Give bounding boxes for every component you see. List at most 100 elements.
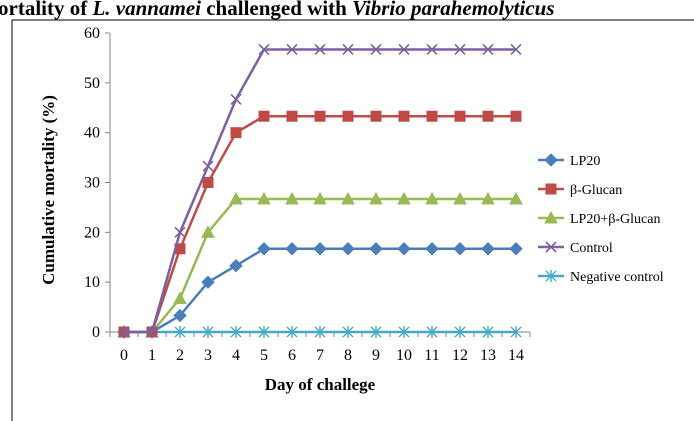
data-point — [258, 110, 270, 122]
data-point — [454, 43, 466, 56]
y-axis-title: Cumulative mortality (%) — [39, 95, 58, 285]
data-point — [201, 225, 215, 238]
data-point — [481, 191, 495, 205]
y-tick-label: 50 — [84, 75, 100, 92]
legend-label: LP20 — [570, 154, 600, 169]
x-tick-label: 10 — [396, 347, 412, 364]
x-tick-label: 14 — [508, 347, 524, 364]
chart-title: ortality of L. vannamei challenged with … — [0, 0, 555, 20]
data-point — [314, 43, 326, 56]
data-point — [229, 259, 243, 273]
legend-swatch-marker — [544, 210, 558, 224]
data-point — [174, 226, 186, 238]
data-point — [341, 191, 355, 205]
data-point — [230, 93, 242, 105]
legend-item-3: LP20+β-Glucan — [538, 210, 660, 227]
x-tick-label: 4 — [232, 347, 240, 364]
y-tick-label: 30 — [84, 175, 100, 192]
data-point — [510, 326, 522, 338]
data-point — [454, 326, 466, 338]
data-point — [426, 110, 438, 122]
data-point — [285, 242, 299, 256]
legend-label: LP20+β-Glucan — [570, 212, 660, 227]
data-point — [510, 110, 522, 122]
data-point — [342, 326, 354, 338]
data-point — [313, 242, 327, 256]
y-tick-label: 20 — [84, 224, 100, 241]
data-point — [482, 110, 494, 122]
x-tick-label: 8 — [344, 347, 352, 364]
data-point — [230, 326, 242, 338]
data-point — [173, 308, 187, 323]
data-point — [286, 43, 298, 56]
legend-label: Control — [570, 241, 613, 256]
x-tick-label: 9 — [372, 347, 380, 364]
legend-item-4: Control — [538, 241, 613, 256]
legend: LP20 β-Glucan LP20+β-Glucan Control Negative… — [538, 153, 664, 285]
legend-item-2: β-Glucan — [538, 183, 622, 198]
data-point — [397, 242, 411, 256]
y-tick-label: 0 — [92, 324, 100, 341]
x-tick-label: 11 — [424, 347, 439, 364]
x-tick-label: 1 — [148, 347, 156, 364]
data-point — [229, 191, 243, 205]
x-tick-label: 12 — [452, 347, 468, 364]
data-point — [286, 110, 298, 122]
series-1 — [117, 242, 523, 339]
data-point — [482, 43, 494, 56]
x-tick-label: 7 — [316, 347, 324, 364]
series-2 — [118, 110, 522, 338]
title-part-1: ortality of — [0, 0, 92, 20]
data-point — [370, 110, 382, 122]
data-point — [398, 326, 410, 338]
data-point — [257, 242, 271, 256]
series-3 — [117, 191, 523, 338]
data-point — [370, 43, 382, 56]
title-part-3: challenged with — [201, 0, 352, 20]
data-point — [370, 326, 382, 338]
data-point — [202, 326, 214, 338]
data-point — [286, 326, 298, 338]
x-tick-label: 2 — [176, 347, 184, 364]
data-point — [369, 191, 383, 205]
x-axis-title: Day of challege — [265, 375, 376, 394]
data-point — [202, 177, 214, 188]
data-point — [201, 275, 215, 289]
series-layer — [117, 43, 523, 339]
legend-item-5: Negative control — [538, 270, 664, 285]
legend-swatch-marker — [545, 270, 557, 282]
title-part-2: L. vannamei — [91, 0, 201, 20]
data-point — [481, 242, 495, 256]
x-tick-label: 5 — [260, 347, 268, 364]
x-tick-label: 13 — [480, 347, 496, 364]
legend-label: Negative control — [570, 270, 664, 285]
data-point — [454, 110, 466, 122]
data-point — [397, 191, 411, 205]
data-point — [425, 191, 439, 205]
data-point — [258, 326, 270, 338]
data-point — [173, 291, 187, 305]
data-point — [425, 242, 439, 256]
data-point — [146, 326, 158, 338]
data-point — [258, 43, 270, 56]
data-point — [426, 326, 438, 338]
data-point — [174, 326, 186, 338]
data-point — [398, 43, 410, 56]
legend-swatch-marker — [545, 241, 557, 253]
title-part-4: Vibrio parahemolyticus — [352, 0, 554, 20]
data-point — [453, 242, 467, 256]
data-point — [398, 110, 410, 122]
legend-swatch-marker — [545, 183, 557, 195]
x-tick-label: 6 — [288, 347, 296, 364]
data-point — [285, 191, 299, 205]
data-point — [314, 110, 326, 122]
data-point — [341, 242, 355, 256]
data-point — [230, 127, 242, 139]
data-point — [509, 242, 523, 256]
legend-label: β-Glucan — [570, 183, 622, 198]
x-tick-label: 3 — [204, 347, 212, 364]
data-point — [257, 191, 271, 205]
data-point — [314, 326, 326, 338]
